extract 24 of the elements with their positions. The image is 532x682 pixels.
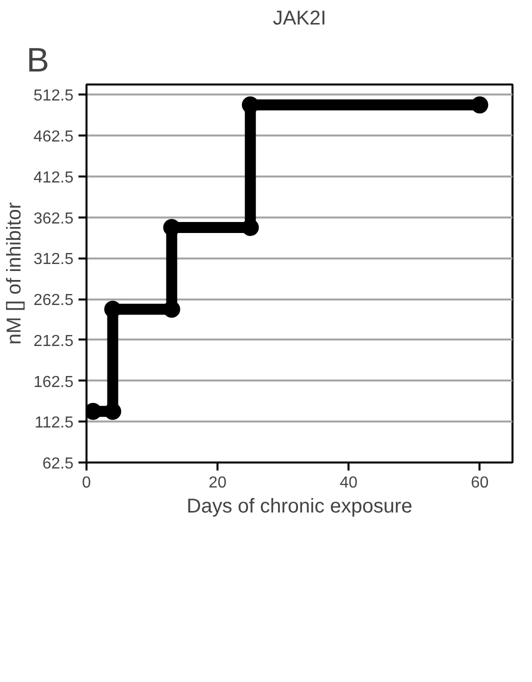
point: [163, 300, 180, 318]
text: B: [26, 42, 50, 80]
point: [104, 402, 122, 420]
y-tick-label: 112.5: [34, 414, 74, 432]
y-tick-label: 162.5: [33, 374, 74, 391]
point: [163, 219, 180, 236]
chart-title: JAK2I: [272, 8, 326, 30]
y-tick-label: 412.5: [33, 169, 74, 186]
y-axis-title: nM [] of inhibitor: [3, 202, 26, 345]
x-tick-label: 20: [208, 474, 227, 492]
y-tick-label: 362.5: [33, 210, 74, 228]
y-tick-label: 462.5: [33, 128, 74, 146]
y-tick-label: 212.5: [33, 332, 74, 350]
x-tick-label: 60: [470, 474, 489, 492]
x-tick-label: 40: [340, 474, 358, 492]
y-tick-label: 262.5: [33, 292, 74, 310]
y-tick-label: 62.5: [42, 456, 74, 472]
y-tick-label: 512.5: [33, 88, 74, 105]
point: [104, 300, 122, 318]
y-tick-label: 312.5: [33, 251, 74, 268]
point: [242, 96, 259, 114]
x-tick-label: 0: [82, 474, 92, 492]
x-axis-title: Days of chronic exposure: [186, 496, 412, 518]
point: [471, 96, 488, 114]
